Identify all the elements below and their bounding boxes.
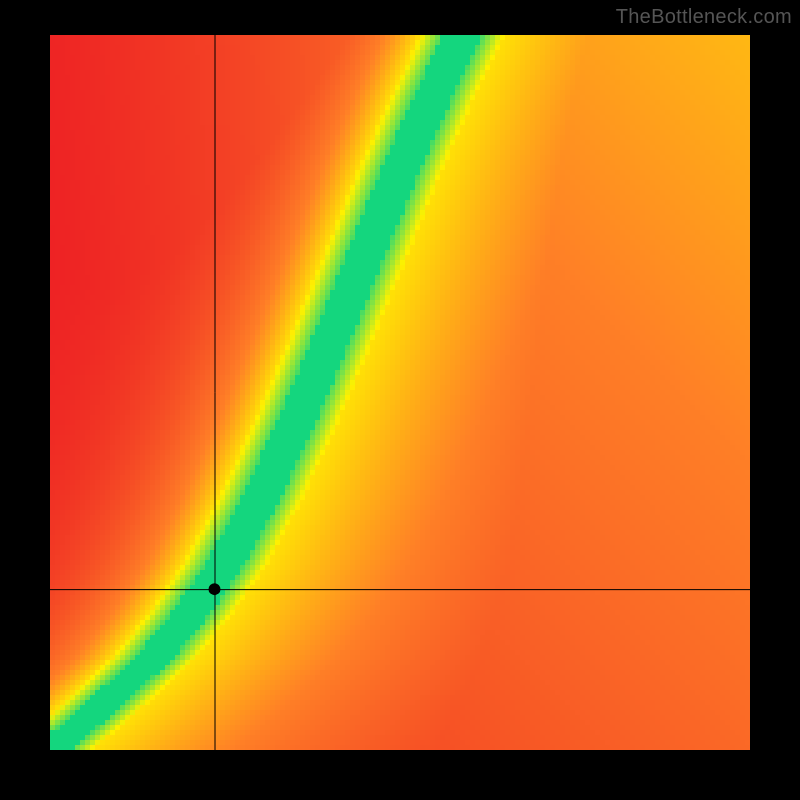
heatmap-canvas [50, 35, 750, 750]
watermark-text: TheBottleneck.com [616, 6, 792, 29]
heatmap-plot [50, 35, 750, 750]
